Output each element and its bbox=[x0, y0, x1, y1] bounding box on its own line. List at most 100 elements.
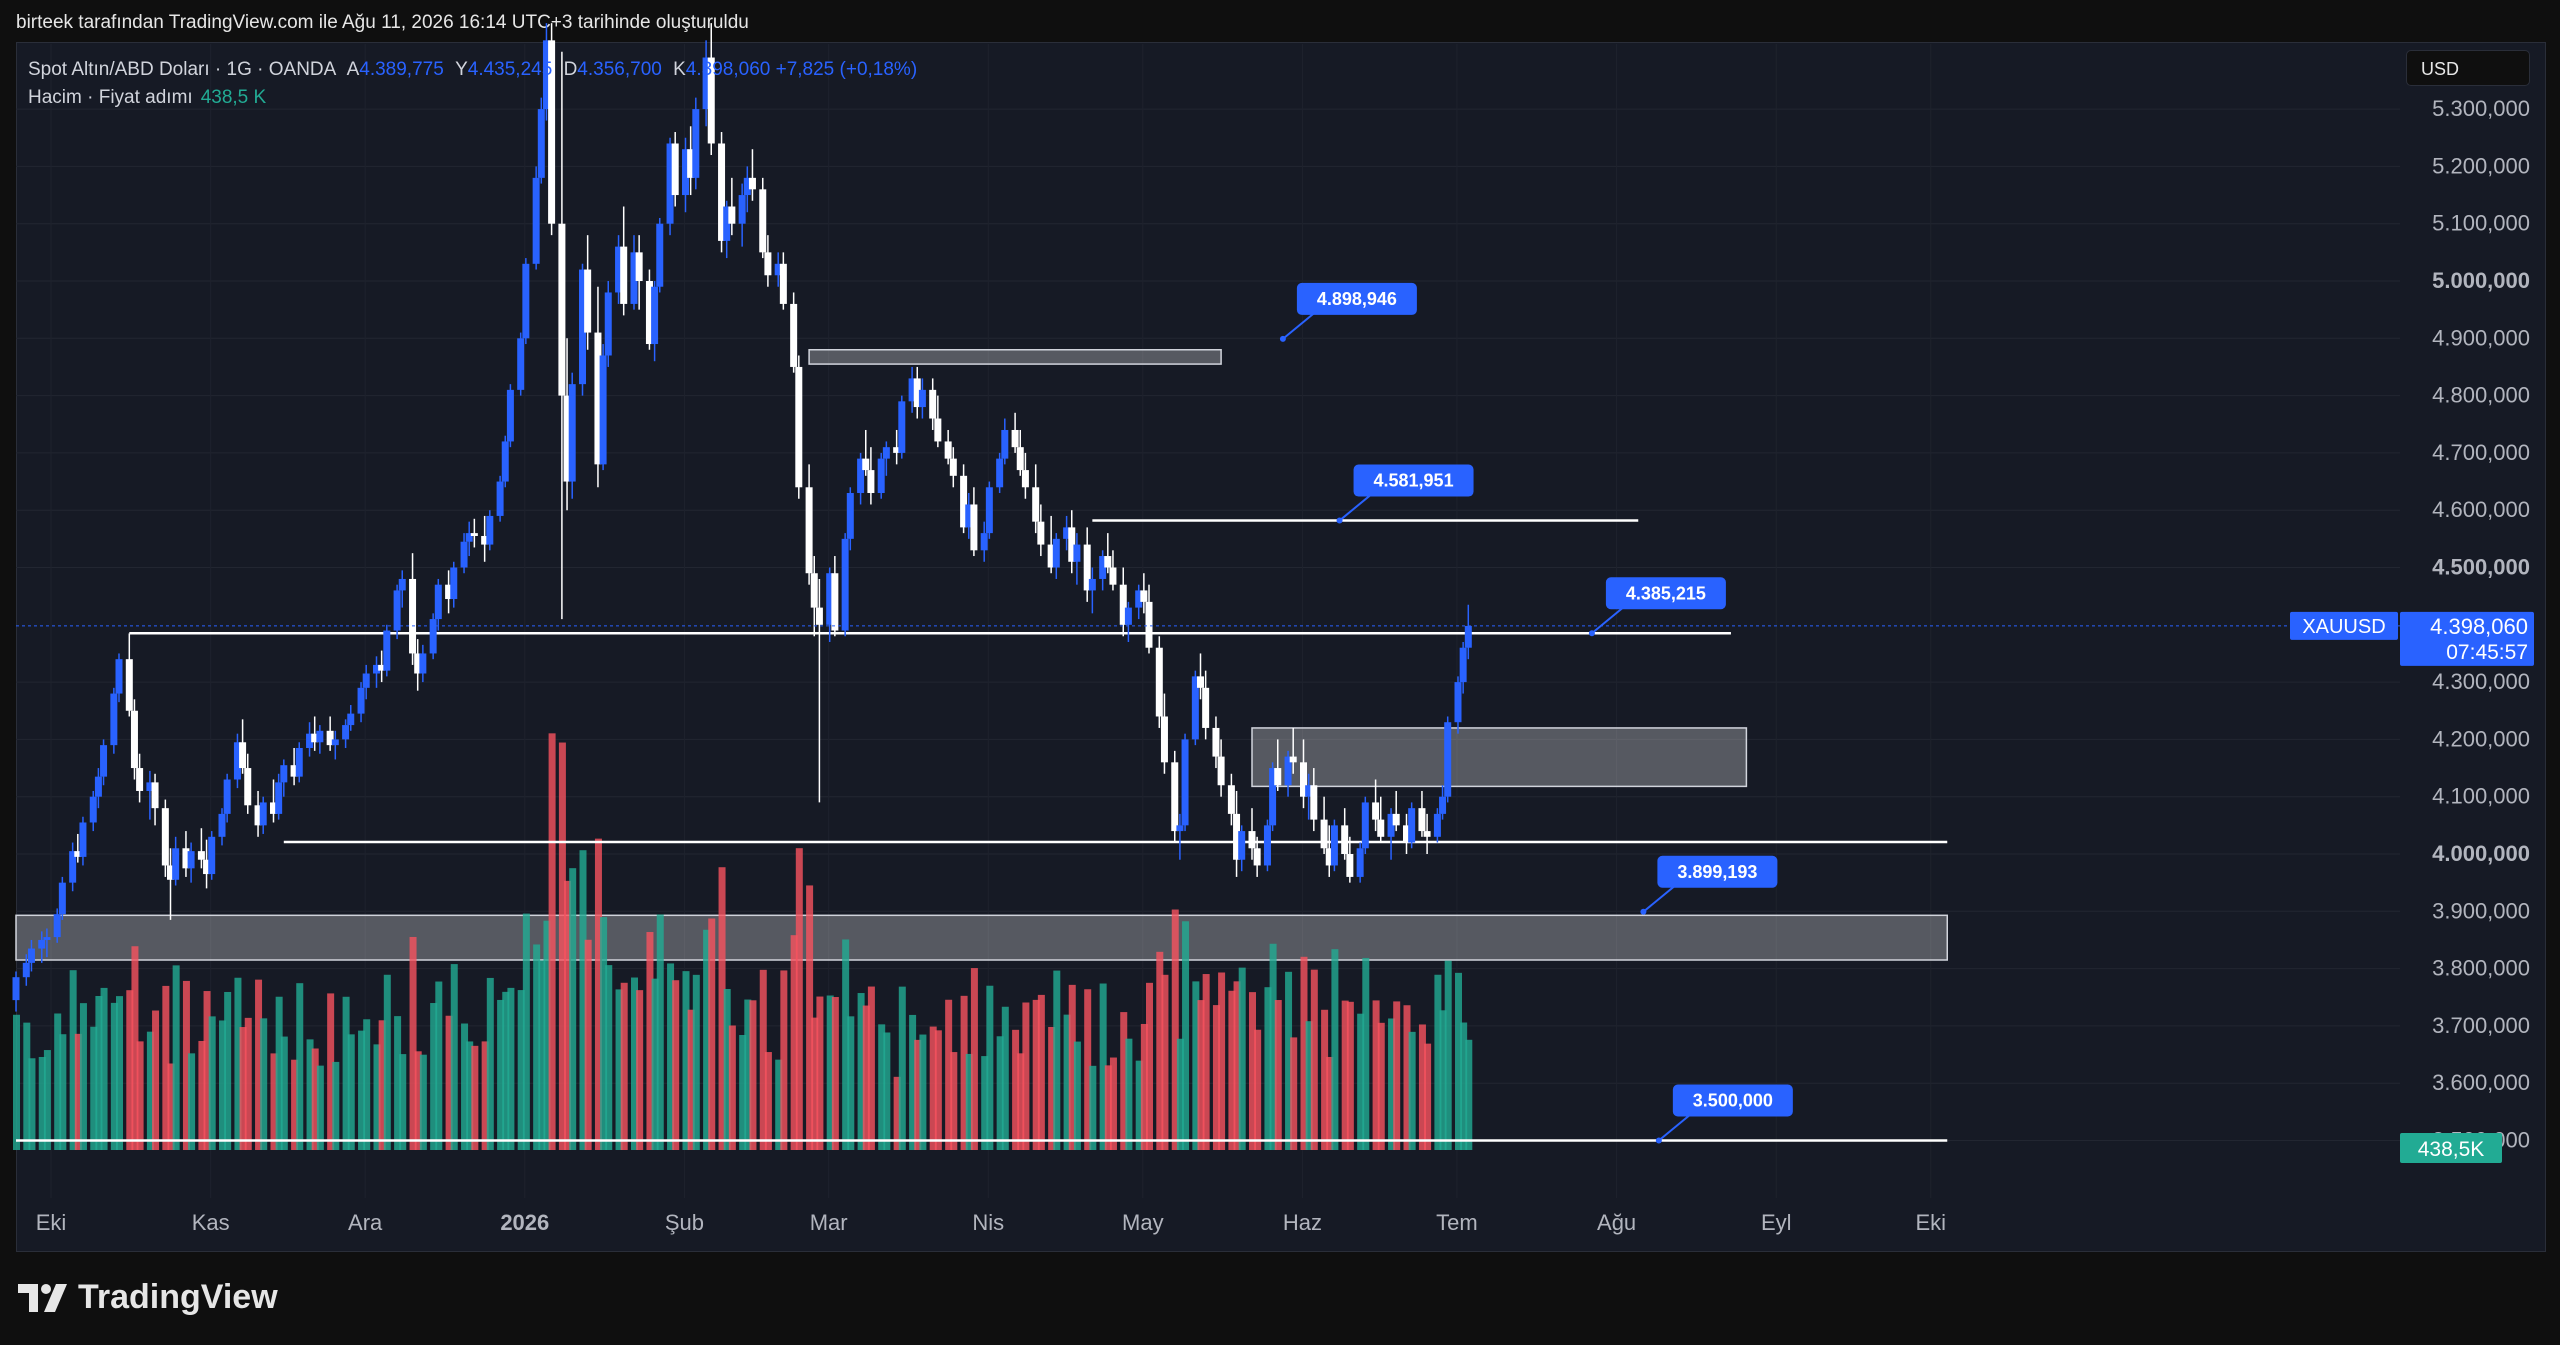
candle-body bbox=[1160, 716, 1168, 763]
candle-body bbox=[707, 57, 715, 144]
volume-bar bbox=[419, 1054, 427, 1150]
candle-body bbox=[172, 848, 180, 880]
price-callout bbox=[1296, 282, 1417, 315]
candle-body bbox=[1083, 544, 1091, 591]
volume-bar bbox=[692, 974, 700, 1150]
volume-bar bbox=[208, 1016, 216, 1150]
volume-bar bbox=[1249, 992, 1256, 1150]
currency-button[interactable]: USD bbox=[2406, 50, 2530, 86]
price-tick-label: 5.100,000 bbox=[2432, 211, 2530, 236]
candle-body bbox=[522, 263, 530, 339]
candle-body bbox=[280, 765, 288, 783]
volume-bar bbox=[291, 1059, 299, 1150]
candle-body bbox=[826, 573, 834, 625]
volume-bar bbox=[1465, 1039, 1473, 1150]
volume-bar bbox=[656, 914, 664, 1150]
candle-body bbox=[1269, 768, 1277, 826]
volume-bar bbox=[775, 1059, 783, 1150]
volume-bar bbox=[1022, 1002, 1030, 1150]
volume-bar bbox=[435, 981, 443, 1150]
candle-body bbox=[1356, 848, 1364, 877]
candle-body bbox=[1104, 556, 1112, 568]
volume-bar bbox=[1192, 981, 1200, 1150]
candle-body bbox=[1454, 682, 1462, 723]
candle-body bbox=[506, 389, 514, 442]
volume-bar bbox=[1372, 1000, 1380, 1150]
volume-bar bbox=[970, 968, 978, 1150]
candle-body bbox=[898, 401, 906, 453]
candle-body bbox=[877, 458, 885, 494]
candle-body bbox=[74, 851, 82, 857]
volume-bar bbox=[1063, 1014, 1071, 1150]
volume-bar bbox=[1264, 987, 1272, 1150]
candle-body bbox=[347, 713, 355, 726]
candle-body bbox=[1217, 756, 1225, 786]
volume-bar bbox=[306, 1039, 314, 1150]
volume-bar bbox=[383, 974, 391, 1150]
legend-open-value: 4.389,775 bbox=[359, 59, 444, 80]
candle-body bbox=[1032, 487, 1040, 522]
candle-body bbox=[373, 664, 380, 674]
candle-body bbox=[918, 389, 926, 408]
volume-bar bbox=[517, 990, 525, 1150]
candle-body bbox=[465, 533, 473, 542]
candle-body bbox=[378, 664, 386, 671]
volume-bar bbox=[898, 986, 906, 1150]
candle-body bbox=[434, 584, 442, 620]
volume-bar bbox=[280, 1036, 288, 1150]
legend-close-value: 4.398,060 bbox=[685, 59, 771, 80]
candle-body bbox=[579, 269, 586, 385]
volume-bar bbox=[1171, 909, 1179, 1150]
candle-body bbox=[537, 109, 545, 178]
candle-body bbox=[702, 57, 710, 110]
volume-bar bbox=[1084, 989, 1092, 1150]
volume-bar bbox=[1073, 1041, 1081, 1150]
volume-bar bbox=[1434, 974, 1442, 1150]
volume-bar bbox=[1290, 1037, 1298, 1150]
volume-bar bbox=[1140, 1023, 1148, 1150]
volume-bar bbox=[28, 1058, 36, 1150]
volume-bar bbox=[1377, 1022, 1385, 1150]
volume-bar bbox=[43, 1050, 51, 1150]
countdown-value: 07:45:57 bbox=[2446, 641, 2528, 664]
candle-body bbox=[146, 782, 154, 791]
candle-body bbox=[1408, 808, 1416, 843]
candle-body bbox=[630, 252, 638, 304]
volume-bar bbox=[471, 1045, 479, 1150]
volume-bar bbox=[1099, 983, 1107, 1150]
price-tick-label: 5.200,000 bbox=[2432, 153, 2530, 178]
volume-bar bbox=[275, 996, 283, 1150]
volume-bar bbox=[651, 978, 659, 1150]
candle-body bbox=[604, 292, 612, 356]
time-tick-label: 2026 bbox=[500, 1210, 549, 1235]
candle-body bbox=[1047, 544, 1055, 568]
price-callout bbox=[1353, 464, 1474, 497]
volume-bar bbox=[1269, 943, 1277, 1150]
volume-bar bbox=[1218, 972, 1226, 1150]
candle-body bbox=[1300, 762, 1307, 797]
price-tick-label: 3.700,000 bbox=[2432, 1013, 2530, 1038]
volume-bar bbox=[847, 1016, 855, 1150]
candle-body bbox=[671, 143, 679, 196]
candle-body bbox=[1439, 796, 1447, 814]
volume-bar bbox=[234, 977, 242, 1150]
volume-bar bbox=[569, 868, 577, 1150]
volume-bar bbox=[311, 1048, 319, 1150]
chart-caption: birteek tarafından TradingView.com ile A… bbox=[16, 12, 749, 33]
candle-body bbox=[445, 584, 453, 600]
candle-body bbox=[393, 590, 401, 631]
volume-bar bbox=[373, 1044, 381, 1150]
volume-bar bbox=[1300, 956, 1308, 1150]
candle-body bbox=[882, 447, 890, 459]
volume-bar bbox=[579, 850, 587, 1150]
volume-bar bbox=[1455, 972, 1462, 1150]
volume-bar bbox=[461, 1023, 469, 1150]
volume-bar bbox=[965, 1053, 973, 1150]
price-callout-label: 3.500,000 bbox=[1693, 1091, 1773, 1111]
candle-body bbox=[419, 653, 427, 674]
candle-body bbox=[846, 493, 854, 539]
time-tick-label: Nis bbox=[972, 1210, 1004, 1235]
candle-body bbox=[38, 939, 46, 949]
candle-body bbox=[1197, 676, 1204, 688]
